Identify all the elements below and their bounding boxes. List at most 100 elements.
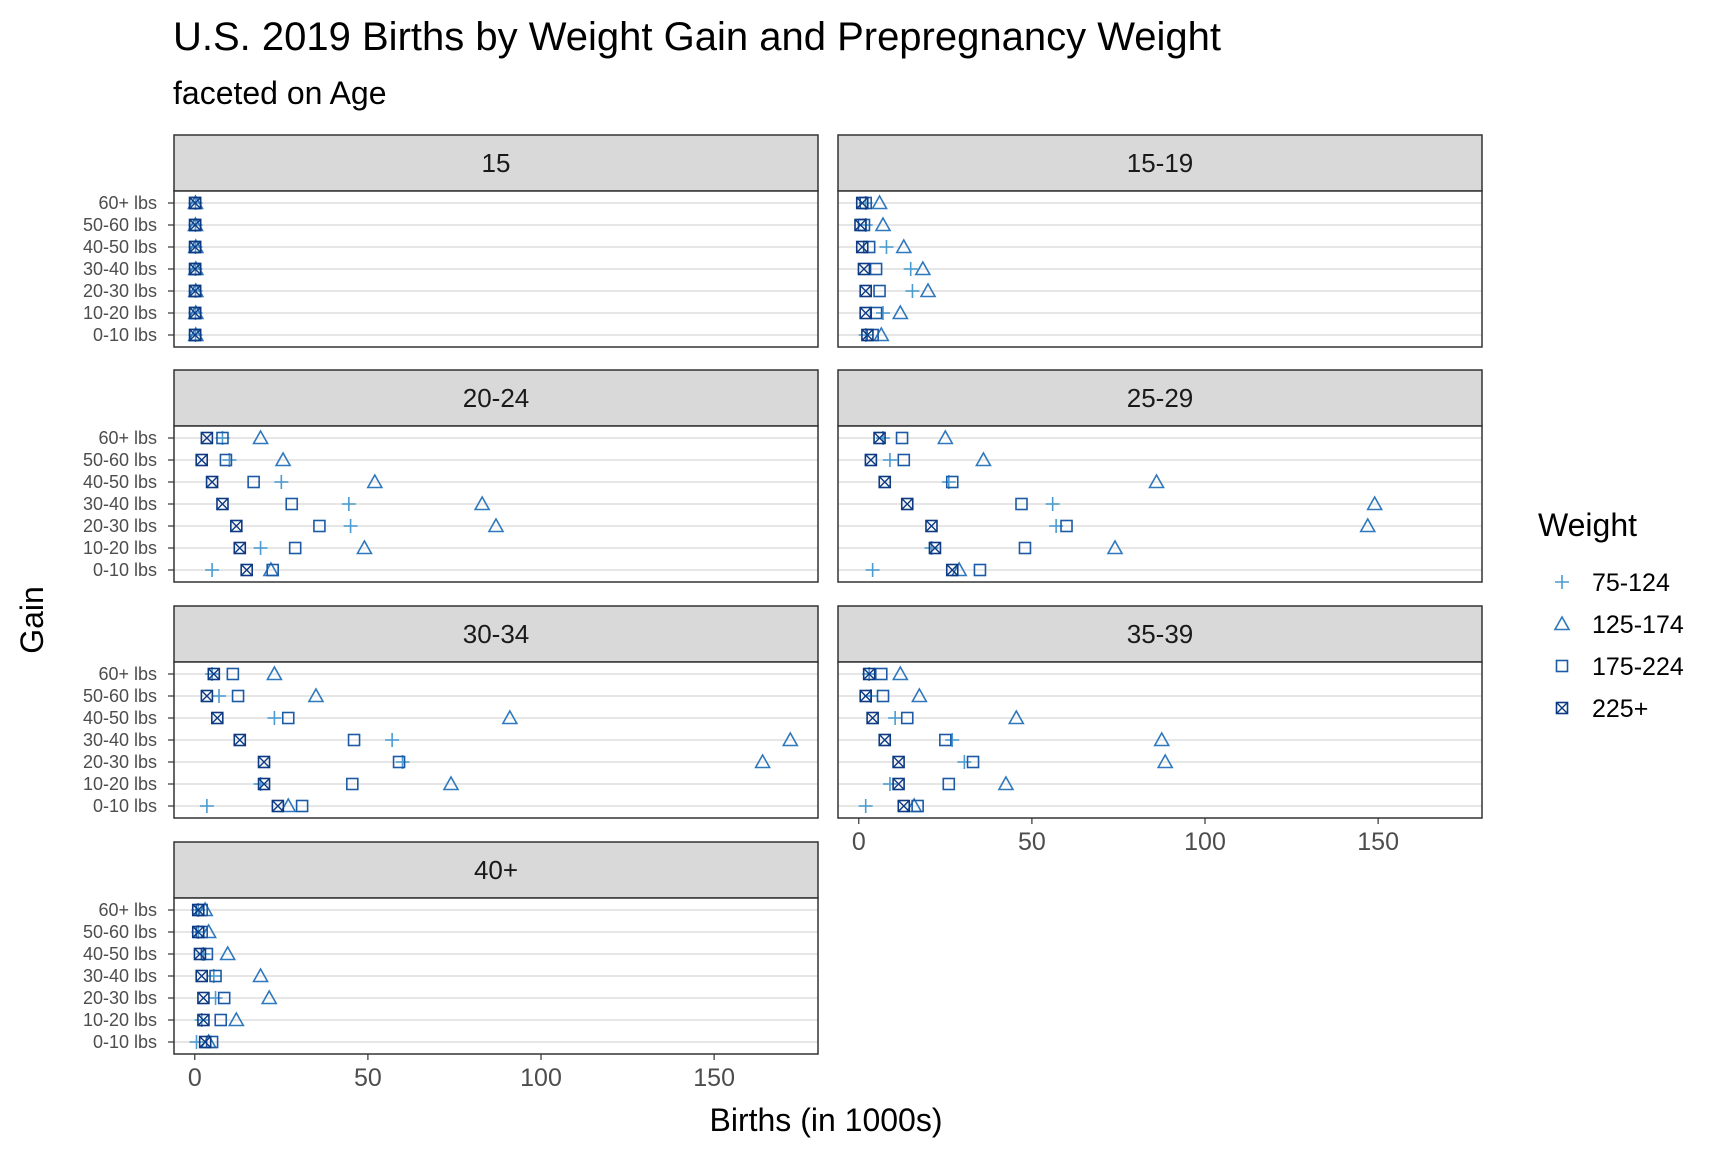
facet-strip	[837, 134, 1483, 192]
point-175-224	[266, 563, 279, 577]
point-175-224	[209, 969, 222, 983]
point-75-124	[879, 240, 894, 254]
point-75-124	[341, 497, 356, 511]
point-125-174	[274, 451, 292, 467]
point-225+	[878, 733, 892, 747]
point-125-174	[1106, 539, 1124, 555]
point-75-124	[1045, 497, 1060, 511]
point-125-174	[252, 967, 269, 983]
point-125-174	[366, 473, 384, 489]
point-125-174	[1366, 495, 1384, 511]
point-175-224	[214, 1013, 228, 1027]
point-125-174	[911, 687, 928, 703]
point-75-124	[253, 777, 268, 791]
legend-label: 175-224	[1592, 653, 1684, 681]
point-225+	[854, 218, 867, 232]
point-225+	[197, 991, 210, 1005]
point-175-224	[911, 799, 924, 813]
point-75-124	[876, 431, 891, 445]
x-tick-label: 100	[520, 1064, 562, 1092]
point-175-224	[219, 453, 233, 467]
x-tick-label: 150	[693, 1064, 735, 1092]
point-225+	[859, 306, 872, 320]
chart-subtitle: faceted on Age	[173, 75, 387, 111]
point-225+	[210, 711, 224, 725]
point-225+	[859, 284, 872, 298]
point-225+	[892, 777, 905, 791]
point-225+	[188, 284, 202, 298]
facet-strip-label: 30-34	[463, 619, 530, 649]
point-225+	[198, 1035, 212, 1049]
point-175-224	[869, 262, 883, 276]
facet-panel-border	[173, 425, 819, 583]
legend-label: 125-174	[1592, 611, 1684, 639]
point-225+	[188, 328, 202, 342]
point-125-174	[914, 260, 932, 276]
facet-strip-label: 40+	[474, 855, 518, 885]
point-225+	[188, 262, 202, 276]
point-75-124	[876, 306, 891, 320]
point-75-124	[865, 563, 880, 577]
point-75-124	[343, 519, 358, 533]
point-75-124	[274, 475, 289, 489]
point-225+	[945, 563, 959, 577]
legend-key-225+	[1555, 701, 1569, 715]
point-125-174	[501, 709, 519, 725]
point-175-224	[966, 755, 980, 769]
point-225+	[233, 733, 247, 747]
point-175-224	[288, 541, 302, 555]
point-125-174	[891, 665, 909, 681]
y-tick-label: 40-50 lbs	[83, 237, 157, 257]
point-125-174	[200, 923, 217, 939]
point-75-124	[882, 777, 897, 791]
point-175-224	[247, 475, 260, 489]
point-225+	[857, 262, 871, 276]
point-125-174	[1007, 709, 1025, 725]
point-125-174	[874, 216, 892, 232]
point-175-224	[945, 475, 959, 489]
point-175-224	[873, 284, 886, 298]
point-125-174	[997, 775, 1015, 791]
y-tick-label: 40-50 lbs	[83, 944, 157, 964]
facet-panel-border	[173, 897, 819, 1055]
point-125-174	[895, 238, 913, 254]
facet-strip-label: 20-24	[463, 383, 530, 413]
point-75-124	[945, 733, 960, 747]
legend-key-75-124	[1555, 575, 1569, 589]
point-125-174	[754, 753, 771, 769]
point-175-224	[200, 947, 214, 961]
point-75-124	[882, 453, 897, 467]
point-125-174	[781, 731, 799, 747]
facet-panel-border	[837, 425, 1483, 583]
point-225+	[195, 969, 208, 983]
point-225+	[240, 563, 254, 577]
point-175-224	[1060, 519, 1073, 533]
point-225+	[193, 947, 207, 961]
point-175-224	[973, 563, 987, 577]
x-tick-label: 0	[188, 1064, 202, 1092]
point-175-224	[226, 667, 240, 681]
y-tick-label: 30-40 lbs	[83, 494, 157, 514]
point-75-124	[205, 667, 220, 681]
point-225+	[257, 755, 271, 769]
facet-strip	[173, 369, 819, 427]
point-225+	[862, 667, 876, 681]
point-225+	[216, 497, 229, 511]
point-175-224	[939, 733, 952, 747]
point-75-124	[267, 711, 282, 725]
y-tick-label: 50-60 lbs	[83, 450, 157, 470]
point-175-224	[874, 667, 888, 681]
point-125-174	[975, 451, 992, 467]
point-175-224	[942, 777, 956, 791]
point-175-224	[281, 711, 295, 725]
point-125-174	[266, 665, 283, 681]
point-225+	[257, 777, 271, 791]
point-225+	[200, 431, 214, 445]
point-125-174	[1156, 753, 1174, 769]
y-tick-label: 30-40 lbs	[83, 259, 157, 279]
facet-strip-label: 35-39	[1127, 619, 1194, 649]
point-75-124	[205, 563, 220, 577]
